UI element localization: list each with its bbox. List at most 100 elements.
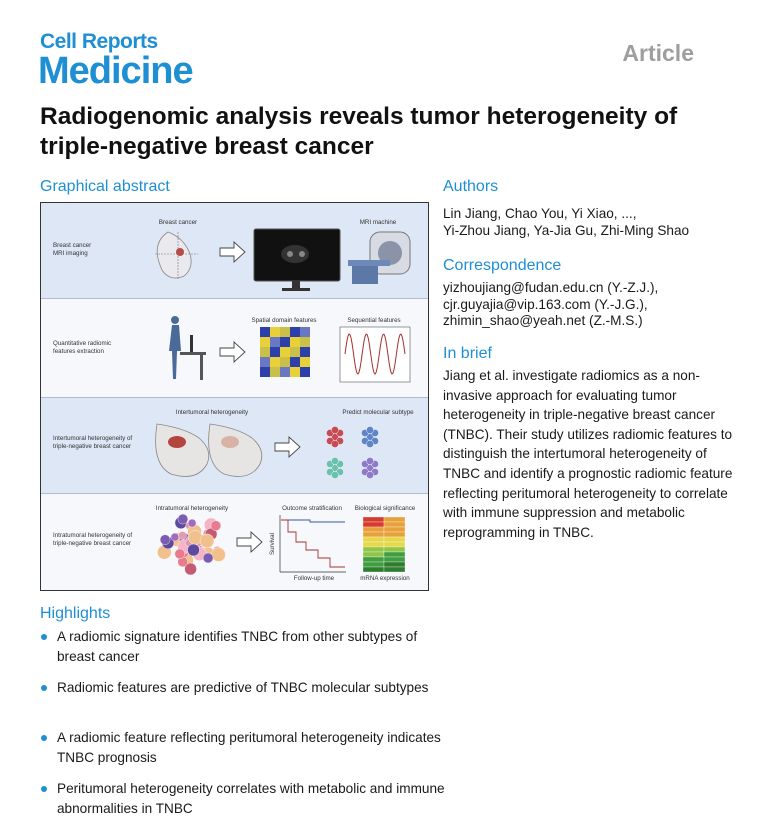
heatmap-cell [300, 347, 310, 357]
tumor-cell [187, 518, 197, 528]
author-line: Yi-Zhou Jiang, Ya-Jia Gu, Zhi-Ming Shao [443, 223, 690, 238]
heatmap-cell [383, 546, 406, 553]
mri-table-base [352, 266, 378, 284]
heatmap-cell [290, 347, 300, 357]
caption: Intratumoral heterogeneity [156, 505, 229, 512]
heatmap-cell [290, 337, 300, 347]
heatmap-cell [362, 541, 385, 548]
cell [366, 426, 374, 434]
arrow [236, 530, 263, 554]
row-label: Quantitative radiomic [53, 340, 111, 347]
heatmap-cell [290, 327, 300, 337]
row-label: triple-negative breast cancer [53, 540, 131, 547]
heatmap-cell [362, 536, 385, 543]
breast-outline [155, 423, 210, 477]
cell [366, 457, 374, 465]
tumor-cell [178, 531, 187, 540]
heatmap-cell [383, 536, 406, 543]
arrow [219, 240, 246, 264]
caption: Intertumoral heterogeneity [176, 409, 249, 416]
caption: Predict molecular subtype [342, 409, 414, 416]
person-head [171, 316, 179, 324]
heatmap-cell [260, 337, 270, 347]
caption: Follow-up time [294, 575, 335, 582]
section-heading: Highlights [40, 605, 111, 622]
cell [331, 457, 339, 465]
row-label: features extraction [53, 348, 104, 355]
section-heading: Correspondence [443, 257, 562, 274]
heatmap-cell [383, 516, 406, 523]
journal-name: Medicine [38, 50, 194, 92]
article-type: Article [622, 40, 694, 66]
heatmap-cell [362, 556, 385, 563]
km-curve [281, 519, 345, 523]
mri-bore [378, 241, 402, 265]
heatmap-cell [362, 546, 385, 553]
tumor-cell [211, 547, 226, 562]
email: cjr.guyajia@vip.163.com (Y.-J.G.), [443, 297, 648, 312]
row-label: Intratumoral heterogeneity of [53, 532, 132, 539]
heatmap-cell [362, 566, 385, 573]
caption: Spatial domain features [251, 317, 316, 324]
email: zhimin_shao@yeah.net (Z.-M.S.) [443, 313, 643, 328]
frame [40, 202, 429, 591]
journal-name: Cell Reports [40, 30, 158, 53]
heatmap-cell [383, 556, 406, 563]
km-curve [281, 519, 345, 568]
mri-table [348, 260, 390, 266]
article-title: Radiogenomic analysis reveals tumor hete… [40, 103, 678, 160]
heatmap-cell [362, 516, 385, 523]
tumor-cell [159, 534, 171, 545]
cell [366, 440, 374, 448]
heatmap-cell [383, 561, 406, 568]
heatmap-cell [362, 526, 385, 533]
mri-scan [287, 251, 293, 257]
heatmap-cell [383, 531, 406, 538]
heatmap-cell [300, 357, 310, 367]
tumor-cell [202, 552, 214, 564]
heatmap-cell [383, 526, 406, 533]
heatmap-cell [270, 367, 280, 377]
cell [331, 440, 339, 448]
heatmap-cell [300, 327, 310, 337]
heatmap-cell [260, 357, 270, 367]
mri-scan [281, 245, 309, 263]
heatmap-cell [280, 357, 290, 367]
monitor-base [282, 288, 310, 291]
author-line: Lin Jiang, Chao You, Yi Xiao, ..., [443, 206, 637, 221]
screen [190, 335, 193, 352]
heatmap-cell [270, 327, 280, 337]
heatmap-cell [280, 347, 290, 357]
heatmap-cell [362, 531, 385, 538]
cell [331, 471, 339, 479]
in-brief-text: Jiang et al. investigate radiomics as a … [443, 368, 733, 540]
breast-icon [156, 231, 192, 279]
tumor [221, 436, 239, 448]
caption: Sequential features [347, 317, 400, 324]
heatmap-cell [383, 541, 406, 548]
tumor-cell [187, 543, 200, 557]
heatmap-cell [280, 367, 290, 377]
highlight-item: Radiomic features are predictive of TNBC… [40, 678, 452, 698]
caption: mRNA expression [360, 575, 410, 582]
heatmap-cell [280, 337, 290, 347]
person-body [169, 325, 181, 379]
heatmap-cell [362, 551, 385, 558]
tumor-cell [210, 520, 222, 531]
tumor-cell [177, 513, 189, 525]
caption: Breast cancer [159, 219, 197, 226]
row-label: Intertumoral heterogeneity of [53, 435, 132, 442]
desk [180, 352, 206, 355]
plot-frame [339, 326, 411, 383]
section-heading: Authors [443, 178, 499, 195]
desk-leg [200, 355, 203, 380]
tumor-cell [174, 548, 186, 560]
heatmap-cell [280, 327, 290, 337]
arrow [219, 340, 246, 364]
row-label: Breast cancer [53, 242, 91, 249]
heatmap-cell [260, 367, 270, 377]
section-heading: In brief [443, 345, 492, 362]
